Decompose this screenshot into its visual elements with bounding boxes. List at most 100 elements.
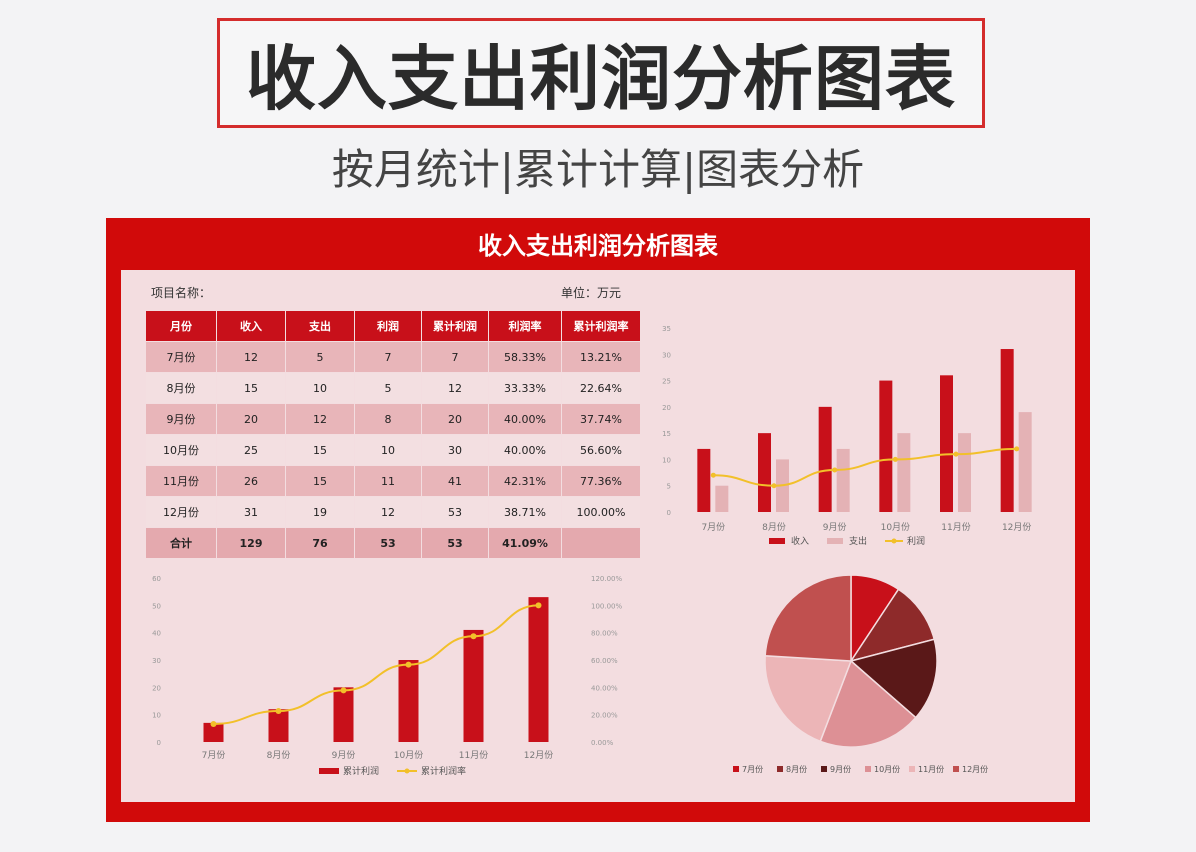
legend-swatch (733, 766, 739, 772)
cumulative-rate-point (210, 720, 217, 727)
table-cell: 40.00% (488, 403, 562, 435)
table-header-cell: 累计利润 (421, 310, 489, 342)
hero-title: 收入支出利润分析图表 (246, 37, 956, 120)
x-tick-label: 8月份 (762, 521, 786, 533)
y2-tick-label: 40.00% (591, 684, 618, 692)
table-cell: 56.60% (561, 434, 641, 466)
y2-tick-label: 80.00% (591, 630, 618, 638)
y2-tick-label: 20.00% (591, 712, 618, 720)
legend-swatch (827, 538, 843, 544)
table-cell: 9月份 (145, 403, 217, 435)
y-tick-label: 0 (667, 509, 671, 517)
table-cell: 42.31% (488, 465, 562, 497)
y-tick-label: 40 (152, 630, 161, 638)
table-cell: 7 (421, 341, 489, 373)
table-total-cell: 53 (354, 527, 422, 559)
table-total-cell: 129 (216, 527, 286, 559)
legend-label: 利润 (907, 535, 925, 547)
legend-swatch (769, 538, 785, 544)
table-cell: 20 (216, 403, 286, 435)
bar-cumulative-profit (203, 722, 224, 742)
table-cell: 22.64% (561, 372, 641, 404)
profit-point (771, 483, 777, 489)
unit-label: 单位：万元 (561, 286, 622, 300)
bar-cumulative-profit (333, 687, 354, 742)
profit-point (1014, 446, 1020, 452)
table-cell: 10 (285, 372, 355, 404)
cumulative-rate-line (213, 604, 539, 725)
x-tick-label: 11月份 (459, 749, 488, 761)
table-cell: 8月份 (145, 372, 217, 404)
profit-point (892, 456, 898, 462)
table-total-cell (561, 527, 641, 559)
table-cell: 40.00% (488, 434, 562, 466)
y-tick-label: 15 (662, 430, 671, 438)
table-total-cell: 41.09% (488, 527, 562, 559)
legend-label: 8月份 (786, 764, 807, 774)
table-cell: 58.33% (488, 341, 562, 373)
bar-cumulative-profit (463, 629, 484, 742)
x-tick-label: 11月份 (941, 521, 970, 533)
legend-swatch (909, 766, 915, 772)
pie-slice (764, 574, 852, 662)
y-tick-label: 10 (152, 712, 161, 720)
legend-label: 支出 (849, 535, 867, 547)
table-cell: 77.36% (561, 465, 641, 497)
cumulative-rate-point (405, 661, 412, 668)
x-tick-label: 9月份 (332, 749, 356, 761)
pie-slice (819, 659, 917, 748)
pie-slice (849, 638, 938, 719)
table-total-row: 合计 129 76 53 53 41.09% (145, 527, 641, 559)
x-tick-label: 9月份 (823, 521, 847, 533)
table-header-cell: 收入 (216, 310, 286, 342)
bar-expense (1018, 412, 1032, 512)
legend-label: 10月份 (874, 764, 900, 774)
table-cell: 30 (421, 434, 489, 466)
bar-expense (958, 433, 971, 512)
table-row: 8月份 15 10 5 12 33.33% 22.64% (145, 372, 641, 404)
hero-title-box: 收入支出利润分析图表 (217, 18, 985, 128)
legend-swatch (777, 766, 783, 772)
y-tick-label: 30 (662, 351, 671, 359)
y-tick-label: 20 (152, 684, 161, 692)
table-cell: 11月份 (145, 465, 217, 497)
cumulative-rate-point (340, 687, 347, 694)
data-table: 月份 收入 支出 利润 累计利润 利润率 累计利润率 7月份 12 5 7 7 58.33… (145, 310, 641, 559)
table-cell: 12月份 (145, 496, 217, 528)
bar-income (940, 375, 953, 512)
legend-swatch (821, 766, 827, 772)
table-cell: 5 (354, 372, 422, 404)
table-cell: 15 (285, 434, 355, 466)
table-cell: 41 (421, 465, 489, 497)
y-tick-label: 20 (662, 404, 671, 412)
table-row: 10月份 25 15 10 30 40.00% 56.60% (145, 434, 641, 466)
pie-slice (764, 654, 853, 743)
profit-point (710, 472, 716, 478)
table-cell: 7月份 (145, 341, 217, 373)
bar-income (758, 433, 771, 512)
legend-label: 9月份 (830, 764, 851, 774)
legend-swatch (404, 768, 410, 774)
x-tick-label: 12月份 (524, 749, 553, 761)
cumulative-rate-point (275, 708, 282, 715)
table-cell: 13.21% (561, 341, 641, 373)
x-tick-label: 7月份 (202, 749, 226, 761)
table-cell: 38.71% (488, 496, 562, 528)
table-cell: 7 (354, 341, 422, 373)
x-tick-label: 10月份 (394, 749, 423, 761)
x-tick-label: 12月份 (1002, 521, 1031, 533)
table-row: 12月份 31 19 12 53 38.71% 100.00% (145, 496, 641, 528)
bar-expense (836, 448, 850, 512)
y-tick-label: 25 (662, 378, 671, 386)
legend-swatch (891, 538, 897, 544)
table-cell: 10 (354, 434, 422, 466)
legend-label: 11月份 (918, 764, 944, 774)
legend-label: 12月份 (962, 764, 988, 774)
bar-cumulative-profit (528, 597, 549, 742)
table-total-cell: 合计 (145, 527, 217, 559)
bar-income (697, 448, 711, 512)
y2-tick-label: 0.00% (591, 739, 614, 747)
bar-cumulative-profit (268, 709, 289, 742)
table-row: 7月份 12 5 7 7 58.33% 13.21% (145, 341, 641, 373)
table-header-cell: 支出 (285, 310, 355, 342)
